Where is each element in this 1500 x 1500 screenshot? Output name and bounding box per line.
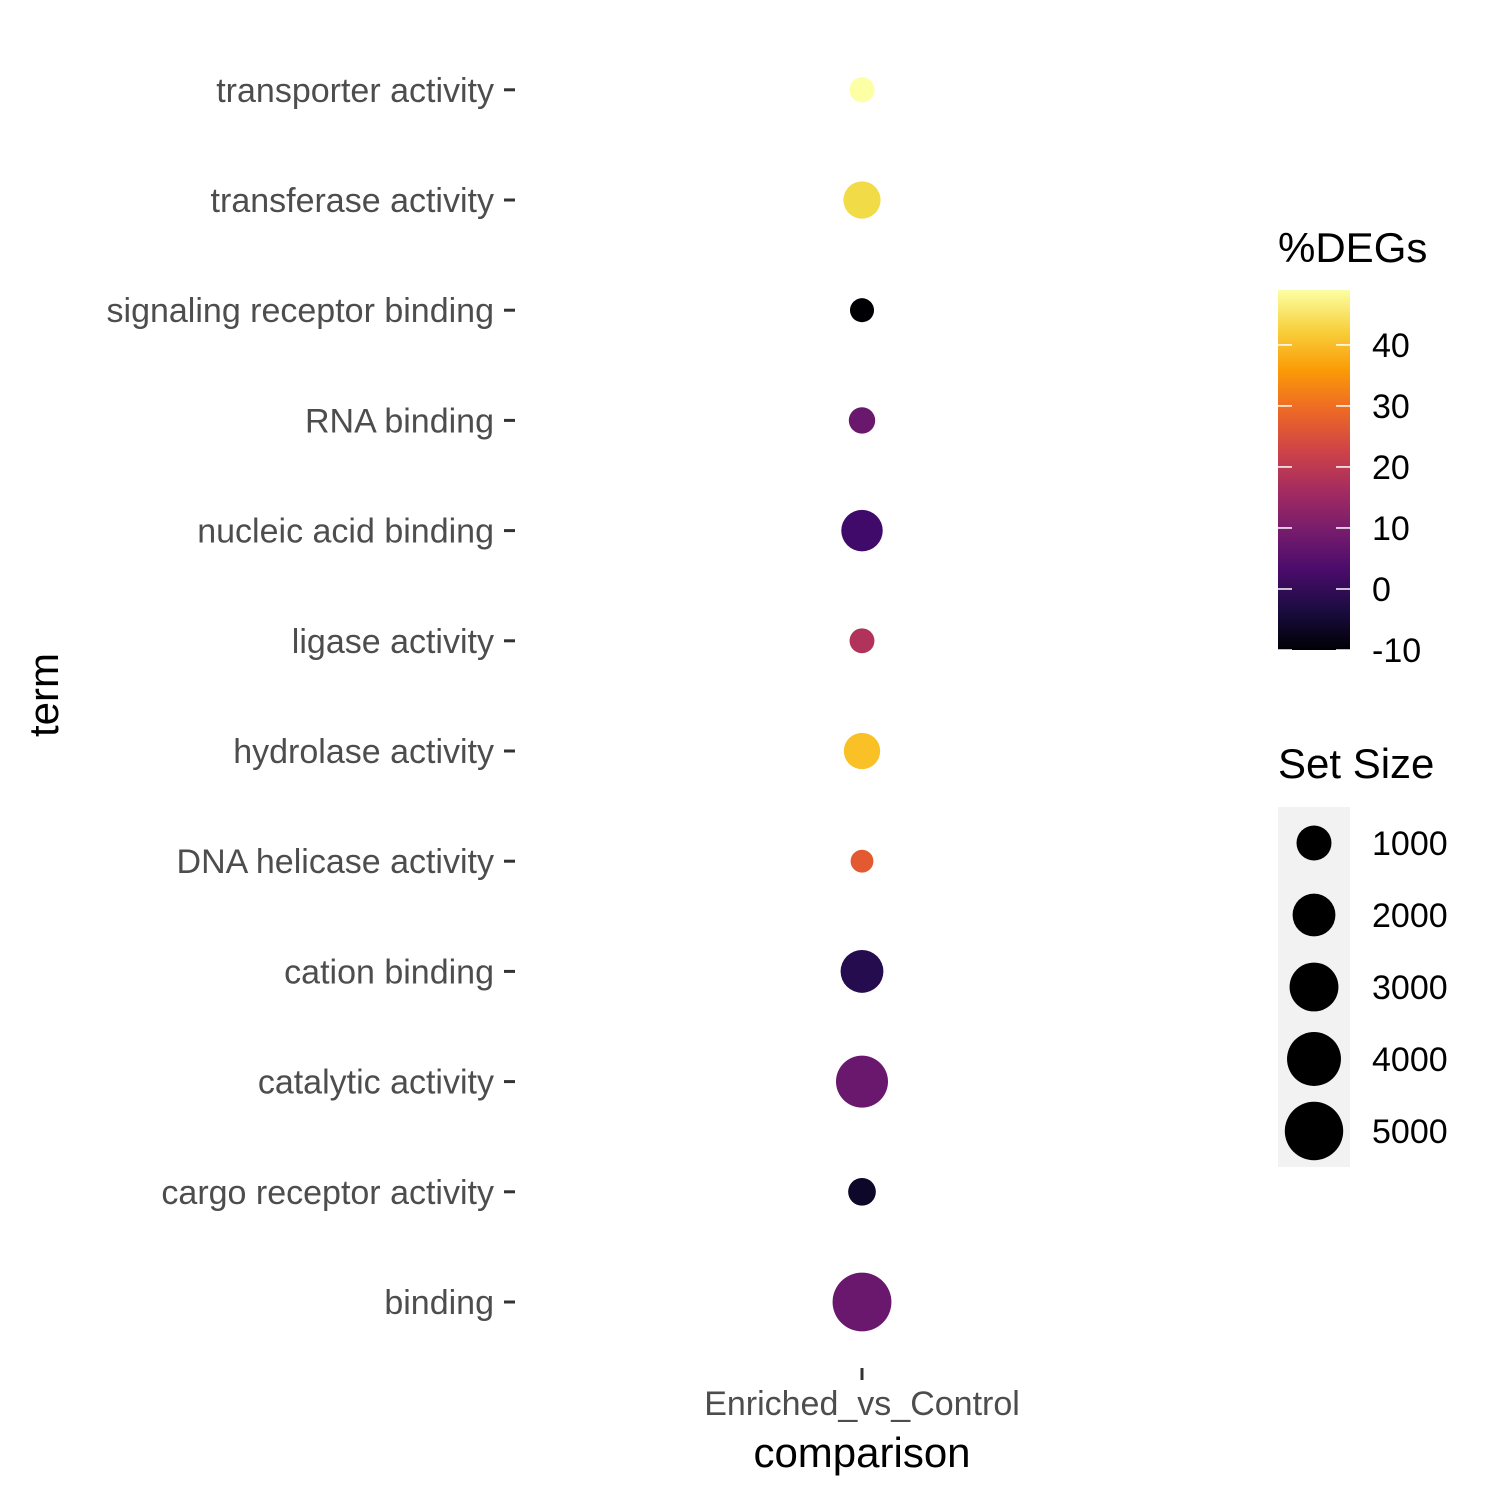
y-tick-label: hydrolase activity <box>233 733 494 771</box>
x-axis: Enriched_vs_Control <box>704 1368 1020 1423</box>
size-legend-label: 2000 <box>1372 897 1448 935</box>
data-point <box>848 1177 876 1206</box>
color-legend-label: 20 <box>1372 449 1410 487</box>
color-bar <box>1278 290 1350 650</box>
x-tick-label: Enriched_vs_Control <box>704 1385 1020 1423</box>
data-point <box>850 849 874 873</box>
color-legend-label: 30 <box>1372 388 1410 426</box>
x-axis-title: comparison <box>753 1429 970 1476</box>
size-legend-key <box>1292 893 1336 937</box>
data-point <box>848 407 876 434</box>
color-legend-label: -10 <box>1372 632 1421 670</box>
size-legend-label: 3000 <box>1372 969 1448 1007</box>
data-point <box>841 509 883 552</box>
color-legend-label: 10 <box>1372 510 1410 548</box>
size-legend-key <box>1287 1032 1341 1086</box>
y-tick-label: binding <box>384 1284 494 1322</box>
data-point <box>849 77 875 103</box>
y-tick-label: cargo receptor activity <box>161 1174 494 1212</box>
y-tick-label: nucleic acid binding <box>197 513 494 551</box>
data-point <box>840 949 884 993</box>
color-legend-title: %DEGs <box>1278 224 1427 271</box>
y-tick-label: transporter activity <box>216 72 494 110</box>
data-points <box>832 77 892 1332</box>
color-legend: %DEGs -10 0 10 20 30 40 <box>1278 224 1427 670</box>
size-legend-key <box>1284 1101 1344 1161</box>
data-point <box>849 298 875 323</box>
y-tick-label: cation binding <box>284 953 494 991</box>
data-point <box>836 1055 888 1108</box>
y-tick-label: DNA helicase activity <box>177 843 494 881</box>
y-axis: binding cargo receptor activity catalytic … <box>107 72 515 1322</box>
color-legend-label: 0 <box>1372 571 1391 609</box>
y-tick-label: transferase activity <box>211 182 494 220</box>
color-legend-label: 40 <box>1372 327 1410 365</box>
y-axis-title: term <box>20 653 67 737</box>
size-legend-title: Set Size <box>1278 740 1434 787</box>
size-legend: Set Size 1000 2000 3000 4000 5000 <box>1278 740 1448 1167</box>
data-point <box>843 732 881 770</box>
size-legend-label: 4000 <box>1372 1041 1448 1079</box>
y-tick-label: ligase activity <box>292 623 494 661</box>
y-tick-label: signaling receptor binding <box>107 292 494 330</box>
size-legend-label: 1000 <box>1372 825 1448 863</box>
size-legend-label: 5000 <box>1372 1113 1448 1151</box>
data-point <box>843 181 881 219</box>
y-tick-label: catalytic activity <box>258 1064 494 1102</box>
size-legend-key <box>1296 825 1332 861</box>
size-legend-key <box>1289 962 1339 1012</box>
y-tick-label: RNA binding <box>305 402 494 440</box>
data-point <box>849 628 875 654</box>
data-point <box>832 1272 892 1332</box>
